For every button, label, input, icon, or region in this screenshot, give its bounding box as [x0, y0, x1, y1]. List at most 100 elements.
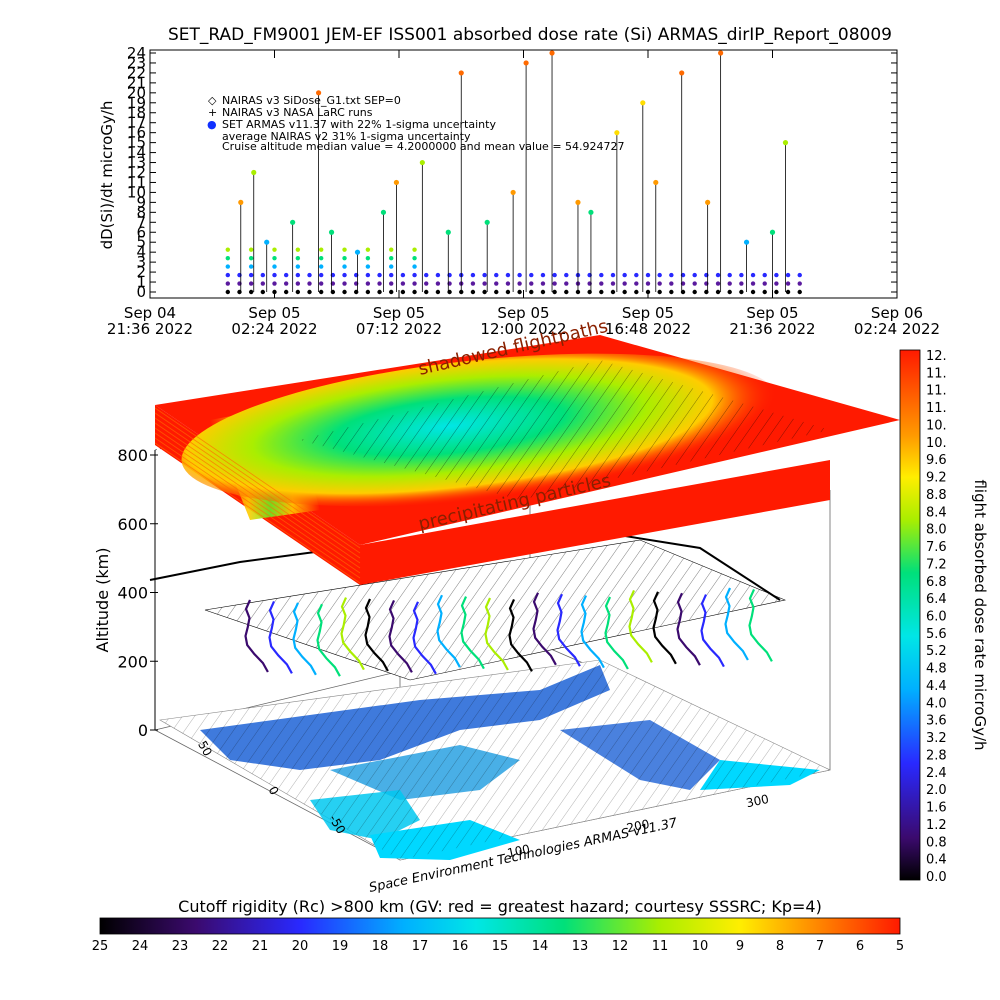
y-tick-label: 4 [136, 243, 146, 261]
baseline-dot [365, 289, 371, 295]
orbit-track-line [748, 588, 773, 662]
baseline-dot [389, 272, 394, 278]
orbit-track-line [676, 592, 701, 666]
dose-point [679, 70, 685, 76]
y-tick-label: 20 [127, 84, 146, 102]
x-tick-label-time: 02:24 2022 [231, 320, 317, 338]
orbit-track-line [436, 594, 461, 668]
orbit-track-line [412, 601, 437, 675]
top-legend: ◇ NAIRAS v3 SiDose_G1.txt SEP=0 + NAIRAS… [207, 94, 625, 153]
baseline-dot [248, 281, 254, 286]
baseline-dot [377, 289, 382, 295]
orbit-3d-plot: 0 200 400 600 800 Altitude (km) 100 200 300 50 0… [93, 316, 900, 896]
y-tick-label: 12 [127, 164, 146, 182]
baseline-dot [272, 281, 277, 286]
baseline-dot [412, 255, 417, 261]
y-tick-label: 6 [136, 223, 146, 241]
baseline-dot [517, 289, 522, 295]
dose-point [769, 229, 776, 235]
baseline-dot [727, 272, 732, 278]
legend-symbol-dot: ● [207, 118, 217, 131]
baseline-dot [634, 272, 639, 278]
y-tick-label: 23 [127, 54, 146, 72]
orbit-track-line [700, 594, 725, 668]
y-tick-label: 22 [127, 64, 146, 82]
orbit-track-line [484, 597, 509, 671]
baseline-dot [435, 281, 441, 286]
baseline-dot [389, 264, 394, 269]
baseline-dot [424, 281, 429, 286]
baseline-dot [797, 281, 802, 286]
baseline-dot [342, 281, 347, 286]
baseline-dot [272, 255, 277, 261]
baseline-dot [295, 247, 301, 252]
dose-point [484, 219, 490, 225]
baseline-dot [669, 272, 674, 278]
dose-point [640, 100, 646, 106]
y-tick-label: 9 [136, 193, 146, 211]
dose-colorbar-tick-label: 6.0 [926, 610, 947, 625]
dose-series [238, 50, 789, 292]
orbit-track-lines [244, 587, 773, 677]
baseline-dot [412, 247, 417, 252]
orbit-track-line [292, 602, 317, 676]
orbit-track-line [340, 597, 365, 671]
baseline-dot [750, 289, 756, 295]
baseline-dot [400, 289, 406, 295]
baseline-dot [412, 289, 417, 295]
baseline-dot [774, 281, 779, 286]
x-tick-label-date: Sep 05 [248, 304, 300, 322]
dose-colorbar-tick-label: 6.8 [926, 575, 947, 590]
gv-colorbar-tick-label: 18 [372, 939, 389, 954]
y-tick-label: 11 [127, 173, 146, 191]
baseline-dot [318, 289, 324, 295]
dose-point [614, 130, 620, 136]
dose-point [575, 199, 581, 205]
baseline-dot [295, 255, 301, 261]
baseline-dot [622, 281, 627, 286]
gv-colorbar-tick-label: 7 [816, 939, 824, 954]
baseline-dot [307, 272, 312, 278]
slab-track-hatch [300, 360, 830, 500]
legend-symbol-plus: + [208, 106, 217, 119]
x-tick-label-date: Sep 05 [497, 304, 549, 322]
baseline-dot [774, 272, 779, 278]
gv-colorbar-tick-label: 21 [252, 939, 269, 954]
dose-colorbar-ramp [899, 349, 921, 881]
gv-colorbar-tick-label: 9 [736, 939, 744, 954]
dose-point [458, 70, 464, 76]
dose-colorbar-tick-label: 2.4 [926, 766, 947, 781]
baseline-dot [225, 281, 231, 286]
orbit-track-surface [149, 530, 787, 681]
baseline-dot [412, 264, 417, 269]
baseline-dot [785, 281, 791, 286]
x-tick-label-date: Sep 06 [871, 304, 923, 322]
y-tick-label: 15 [127, 134, 146, 152]
slab-edge-stripes [154, 407, 361, 584]
baseline-dot [727, 281, 732, 286]
baseline-dot [225, 255, 231, 261]
slab-stripe [154, 412, 361, 554]
dose-colorbar-tick-label: 10. [926, 418, 947, 433]
top-plot-frame [149, 49, 898, 299]
baseline-dot [739, 272, 744, 278]
baseline-dot [248, 255, 254, 261]
baseline-dot [272, 272, 277, 278]
dose-point [380, 209, 387, 215]
baseline-dot [762, 272, 767, 278]
legend-text-nairas-sidose: NAIRAS v3 SiDose_G1.txt SEP=0 [222, 94, 401, 107]
dose-colorbar-tick-label: 4.0 [926, 696, 947, 711]
baseline-dot [599, 272, 604, 278]
dose-point [238, 199, 244, 205]
gv-colorbar-tick-label: 14 [532, 939, 549, 954]
baseline-dot [762, 281, 767, 286]
gv-colorbar-ticks: 25 24 23 22 21 20 19 18 17 16 15 14 13 12 11 10 9 8 7 6 5 [92, 939, 904, 954]
slab-side [155, 405, 830, 585]
baseline-dot [599, 281, 604, 286]
baseline-dot [365, 247, 371, 252]
baseline-dot [482, 289, 487, 295]
baseline-dot [610, 289, 616, 295]
baseline-dot [342, 255, 347, 261]
dose-point [354, 249, 361, 255]
